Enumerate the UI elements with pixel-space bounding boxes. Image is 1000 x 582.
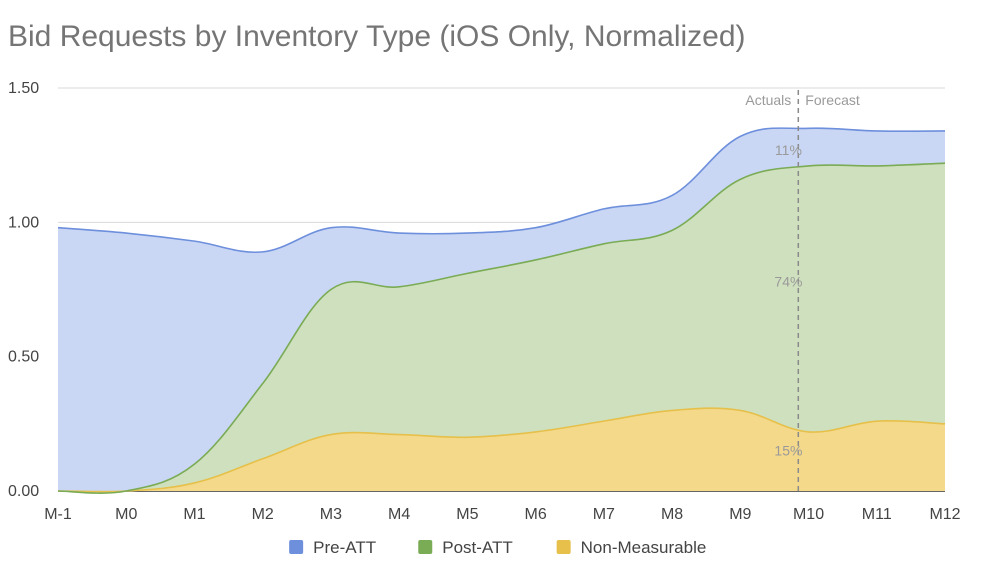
legend: Pre-ATT Post-ATT Non-Measurable bbox=[289, 538, 706, 557]
x-tick-label: M2 bbox=[252, 506, 274, 523]
line-pre-att bbox=[57, 127, 946, 254]
legend-label-non-measurable: Non-Measurable bbox=[581, 538, 707, 557]
area-pre-att bbox=[58, 128, 945, 494]
area-non-measurable bbox=[58, 408, 945, 492]
x-tick-label: M7 bbox=[593, 506, 615, 523]
x-tick-label: M10 bbox=[793, 506, 824, 523]
legend-swatch-pre-att bbox=[289, 540, 304, 554]
legend-swatch-non-measurable bbox=[556, 540, 571, 554]
percent-label-2: 15% bbox=[774, 443, 802, 459]
area-post-att bbox=[58, 163, 945, 494]
forecast-label: Forecast bbox=[805, 92, 860, 108]
legend-label-post-att: Post-ATT bbox=[442, 538, 513, 557]
legend-label-pre-att: Pre-ATT bbox=[313, 538, 376, 557]
x-tick-label: M5 bbox=[456, 506, 478, 523]
x-tick-label: M4 bbox=[388, 506, 410, 523]
x-tick-label: M11 bbox=[862, 506, 892, 523]
x-tick-label: M12 bbox=[929, 506, 960, 523]
percent-label-0: 11% bbox=[775, 142, 802, 158]
x-tick-label: M-1 bbox=[44, 506, 72, 523]
y-tick-label: 0.50 bbox=[8, 349, 39, 366]
x-tick-label: M9 bbox=[729, 506, 751, 523]
percent-label-1: 74% bbox=[774, 273, 802, 289]
x-tick-label: M3 bbox=[320, 506, 342, 523]
y-tick-label: 0.00 bbox=[8, 483, 39, 500]
series-lines bbox=[57, 127, 946, 494]
x-tick-label: M8 bbox=[661, 506, 683, 523]
stacked-areas bbox=[58, 128, 945, 494]
y-tick-label: 1.00 bbox=[8, 214, 39, 231]
y-tick-label: 1.50 bbox=[8, 80, 39, 97]
line-non-measurable bbox=[57, 407, 946, 493]
x-tick-label: M0 bbox=[115, 506, 137, 523]
axis-labels: 0.00 0.50 1.00 1.50 M-1 M0 M1 M2 M3 M4 M5 M6 M7 M8 M9 M… bbox=[8, 80, 961, 523]
chart-title: Bid Requests by Inventory Type (iOS Only… bbox=[8, 20, 746, 53]
x-tick-label: M1 bbox=[183, 506, 205, 523]
x-tick-label: M6 bbox=[524, 506, 546, 523]
annotations: Actuals Forecast 11% 74% 15% bbox=[745, 90, 860, 491]
actuals-label: Actuals bbox=[745, 92, 791, 108]
line-post-att bbox=[57, 162, 946, 494]
legend-swatch-post-att bbox=[418, 540, 433, 554]
